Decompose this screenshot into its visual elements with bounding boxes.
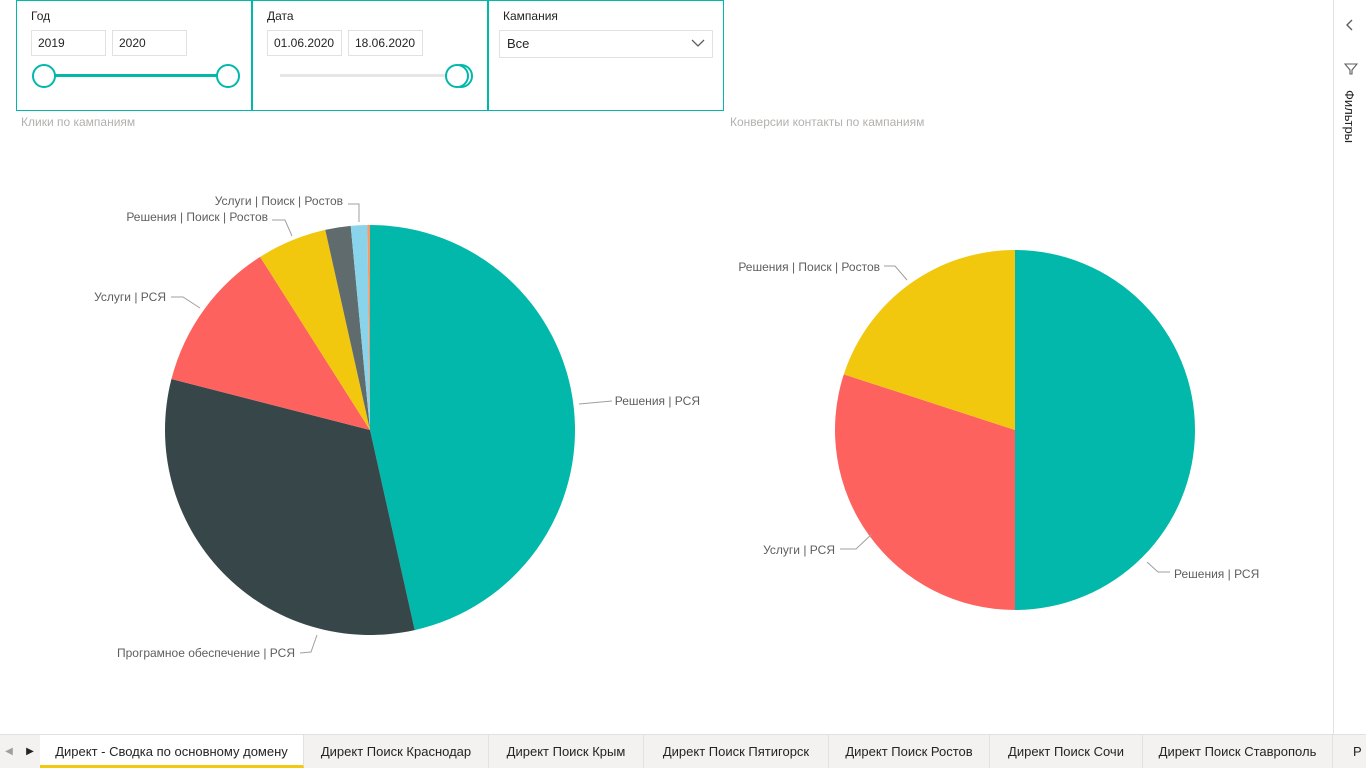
campaign-slicer: Кампания Все: [488, 0, 724, 111]
date-slider-track[interactable]: [280, 74, 462, 77]
conversions-pie-leader-line-2: [884, 265, 908, 281]
tab-krym[interactable]: Директ Поиск Крым: [489, 735, 644, 768]
clicks-pie-slice-2[interactable]: [171, 256, 370, 430]
date-from-input[interactable]: 01.06.2020: [267, 30, 342, 56]
tab-pyatigorsk[interactable]: Директ Поиск Пятигорск: [644, 735, 829, 768]
clicks-pie-leader-line-3: [272, 219, 293, 237]
clicks-pie-leader-line-1: [299, 634, 318, 654]
year-slider-start-handle[interactable]: [32, 64, 56, 88]
tab-krasnodar[interactable]: Директ Поиск Краснодар: [304, 735, 489, 768]
filters-pane[interactable]: Фильтры: [1333, 0, 1366, 734]
conversions-pie-label-1: Услуги | РСЯ: [763, 543, 835, 557]
tab-rostov[interactable]: Директ Поиск Ростов: [829, 735, 990, 768]
year-slider-track[interactable]: [45, 74, 229, 77]
campaign-dropdown[interactable]: Все: [499, 30, 713, 58]
year-slider-end-handle[interactable]: [216, 64, 240, 88]
clicks-pie-slice-0[interactable]: [370, 225, 575, 631]
clicks-pie-slice-4[interactable]: [325, 225, 370, 430]
date-slicer-title: Дата: [267, 9, 294, 23]
tab-next-partial[interactable]: Р: [1353, 744, 1362, 759]
year-from-input[interactable]: 2019: [31, 30, 106, 56]
campaign-slicer-title: Кампания: [503, 9, 558, 23]
chevron-down-icon: [691, 39, 705, 47]
tab-stavropol[interactable]: Директ Поиск Ставрополь: [1143, 735, 1333, 768]
year-slicer: Год 2019 2020: [16, 0, 252, 111]
clicks-chart-title: Клики по кампаниям: [21, 115, 136, 129]
date-slider-end-handle[interactable]: [445, 64, 469, 88]
tab-sochi[interactable]: Директ Поиск Сочи: [990, 735, 1143, 768]
year-to-input[interactable]: 2020: [112, 30, 187, 56]
conversions-pie-slice-2[interactable]: [843, 250, 1015, 430]
clicks-pie-slice-5[interactable]: [350, 225, 370, 430]
clicks-pie-leader-line-0: [578, 400, 613, 405]
tab-scroll-left-button[interactable]: ◀: [5, 746, 13, 757]
pie-charts-canvas: Решения | РСЯ Програмное обеспечение | РС…: [94, 194, 1259, 660]
clicks-pie-slice-3[interactable]: [260, 229, 370, 430]
clicks-pie-slice-6[interactable]: [367, 225, 370, 430]
clicks-pie-leader-line-5: [348, 203, 360, 222]
clicks-pie-label-2: Услуги | РСЯ: [94, 290, 166, 304]
page-tabs-bar: ◀ ▶ Директ - Сводка по основному домену …: [0, 734, 1366, 768]
conversions-chart-title: Конверсии контакты по кампаниям: [730, 115, 925, 129]
conversions-pie-label-0: Решения | РСЯ: [1174, 567, 1259, 581]
date-slicer: Дата 01.06.2020 18.06.2020: [252, 0, 488, 111]
clicks-pie-label-3: Решения | Поиск | Ростов: [126, 210, 268, 224]
clicks-pie-slice-1[interactable]: [165, 379, 415, 635]
clicks-pie-label-0: Решения | РСЯ: [615, 394, 700, 408]
campaign-dropdown-value: Все: [507, 36, 530, 51]
filter-icon: [1344, 63, 1358, 75]
conversions-pie-label-2: Решения | Поиск | Ростов: [738, 260, 880, 274]
conversions-pie-slice-1[interactable]: [834, 374, 1015, 610]
chevron-left-icon[interactable]: [1344, 18, 1356, 32]
conversions-pie-leader-line-0: [1146, 561, 1170, 573]
date-to-input[interactable]: 18.06.2020: [348, 30, 423, 56]
clicks-pie-label-5: Услуги | Поиск | Ростов: [215, 194, 343, 208]
filters-pane-label: Фильтры: [1342, 90, 1357, 144]
tab-direct-summary[interactable]: Директ - Сводка по основному домену: [40, 735, 304, 768]
year-slicer-title: Год: [31, 9, 51, 23]
conversions-pie-leader-line-1: [840, 533, 873, 550]
clicks-pie-label-1: Програмное обеспечение | РСЯ: [117, 646, 295, 660]
tab-scroll-right-button[interactable]: ▶: [26, 746, 34, 757]
conversions-pie-slice-0[interactable]: [1015, 250, 1195, 610]
clicks-pie-leader-line-2: [171, 296, 201, 309]
